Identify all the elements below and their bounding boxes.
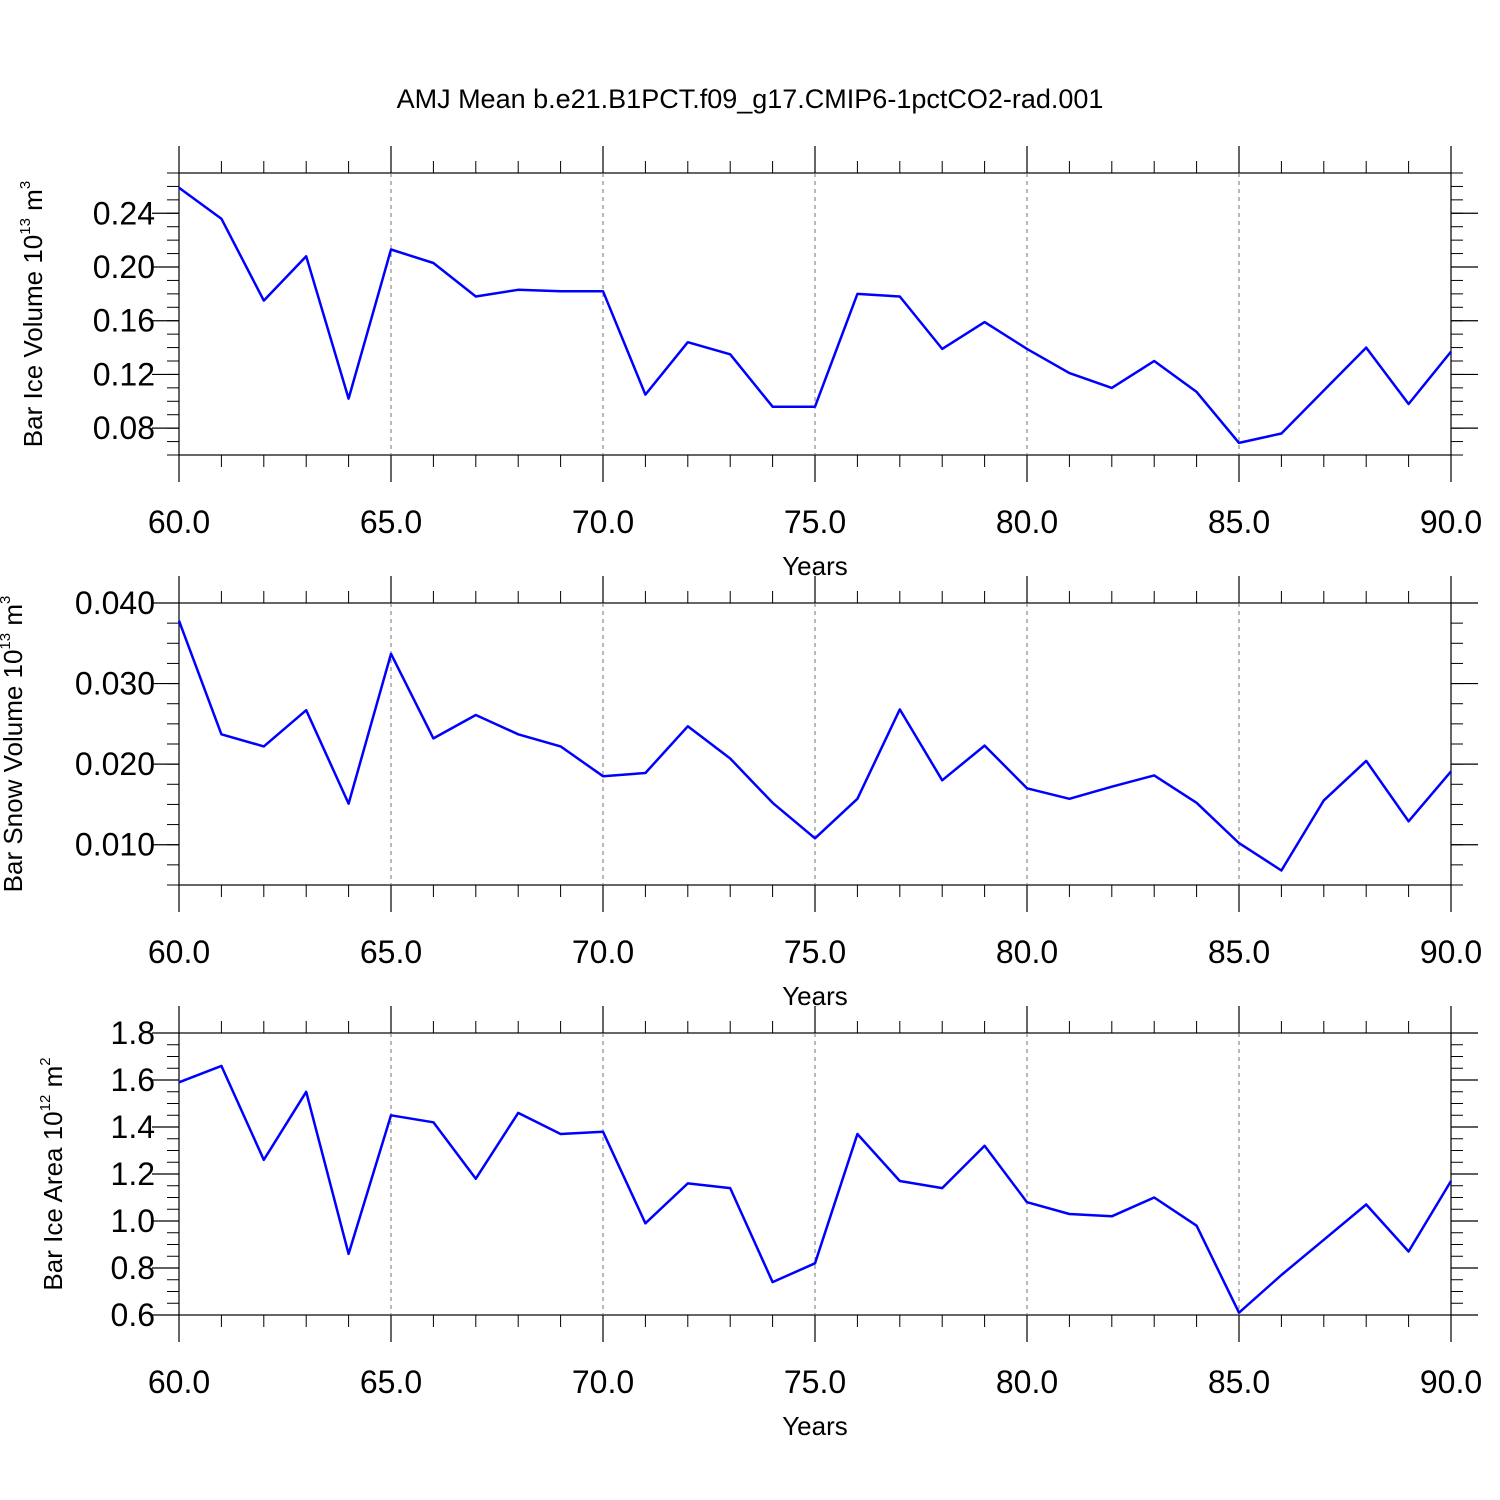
panel-ice-volume: 60.0 65.0 70.0 75.0 80.0 85.0 90.0Years0.080.1… xyxy=(17,146,1482,581)
p1-x-tick-label: 60.0 xyxy=(148,934,210,970)
p2-y-tick-label: 0.6 xyxy=(111,1297,155,1333)
p0-x-tick-label: 60.0 xyxy=(148,504,210,540)
p0-y-axis-title: Bar Ice Volume 1013 m3 xyxy=(17,181,48,447)
p1-x-tick-label: 75.0 xyxy=(784,934,846,970)
p1-x-tick-label: 85.0 xyxy=(1208,934,1270,970)
p0-x-tick-label: 80.0 xyxy=(996,504,1058,540)
p1-x-tick-label: 65.0 xyxy=(360,934,422,970)
p0-x-tick-label: 65.0 xyxy=(360,504,422,540)
p2-x-tick-label: 75.0 xyxy=(784,1364,846,1400)
p2-x-axis-title: Years xyxy=(782,1411,848,1441)
p0-y-tick-label: 0.20 xyxy=(93,249,155,285)
p2-y-axis-title: Bar Ice Area 1012 m2 xyxy=(37,1057,68,1290)
panel-snow-volume: 60.0 65.0 70.0 75.0 80.0 85.0 90.0Years0.0100.… xyxy=(0,576,1482,1011)
p2-series-line xyxy=(178,1064,1453,1314)
p1-y-tick-label: 0.040 xyxy=(75,585,155,621)
p2-y-tick-label: 1.6 xyxy=(111,1062,155,1098)
panel-ice-area: 60.0 65.0 70.0 75.0 80.0 85.0 90.0 Years 0.6 0.8 1… xyxy=(37,1006,1482,1441)
p1-y-tick-label: 0.030 xyxy=(75,666,155,702)
p1-y-tick-label: 0.010 xyxy=(75,827,155,863)
p0-y-tick-label: 0.12 xyxy=(93,356,155,392)
p2-x-tick-label: 65.0 xyxy=(360,1364,422,1400)
p2-y-tick-label: 1.2 xyxy=(111,1156,155,1192)
p1-x-tick-label: 70.0 xyxy=(572,934,634,970)
p2-x-tick-label: 70.0 xyxy=(572,1364,634,1400)
p2-x-tick-label: 80.0 xyxy=(996,1364,1058,1400)
p0-series-line xyxy=(178,186,1452,445)
p0-y-tick-label: 0.24 xyxy=(93,195,155,231)
p2-x-tick-label: 90.0 xyxy=(1420,1364,1482,1400)
p2-y-tick-label: 1.8 xyxy=(111,1015,155,1051)
p2-x-tick-label: 85.0 xyxy=(1208,1364,1270,1400)
p1-series-line xyxy=(177,620,1452,872)
p2-y-tick-label: 0.8 xyxy=(111,1250,155,1286)
p0-x-tick-label: 75.0 xyxy=(784,504,846,540)
p0-x-tick-label: 85.0 xyxy=(1208,504,1270,540)
p2-x-tick-label: 60.0 xyxy=(148,1364,210,1400)
p1-y-axis-title: Bar Snow Volume 1013 m3 xyxy=(0,596,28,893)
p0-x-tick-label: 90.0 xyxy=(1420,504,1482,540)
p2-y-tick-label: 1.0 xyxy=(111,1203,155,1239)
p0-x-tick-label: 70.0 xyxy=(572,504,634,540)
p0-y-tick-label: 0.16 xyxy=(93,303,155,339)
p1-x-tick-label: 90.0 xyxy=(1420,934,1482,970)
p2-y-tick-label: 1.4 xyxy=(111,1109,155,1145)
p1-y-tick-label: 0.020 xyxy=(75,746,155,782)
p1-x-tick-label: 80.0 xyxy=(996,934,1058,970)
figure-title: AMJ Mean b.e21.B1PCT.f09_g17.CMIP6-1pctC… xyxy=(396,84,1104,114)
p0-y-tick-label: 0.08 xyxy=(93,410,155,446)
